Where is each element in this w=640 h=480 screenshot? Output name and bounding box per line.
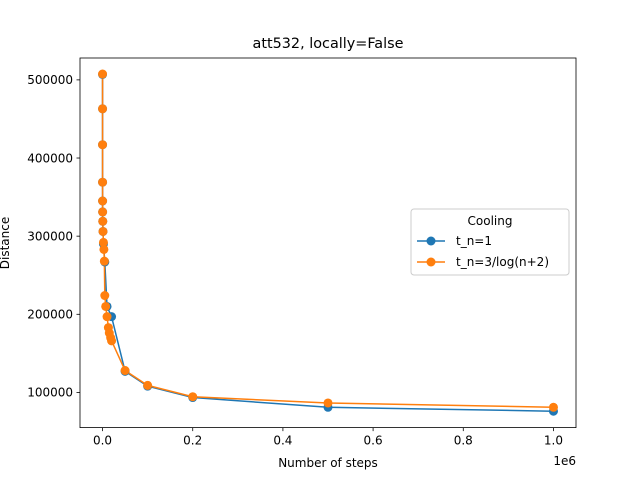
legend-marker-series-1 — [426, 236, 436, 246]
y-tick-label: 100000 — [27, 386, 73, 400]
legend-label-series-2: t_n=3/log(n+2) — [456, 255, 549, 269]
y-axis-label: Distance — [0, 217, 12, 269]
data-point-series-2 — [120, 366, 130, 376]
x-tick-label: 0.4 — [273, 434, 292, 448]
legend: Cooling t_n=1 t_n=3/log(n+2) — [410, 208, 570, 276]
y-tick-label: 400000 — [27, 151, 73, 165]
y-tick-label: 300000 — [27, 229, 73, 243]
axes-frame — [79, 57, 577, 429]
chart-title: att532, locally=False — [253, 36, 404, 52]
data-point-series-2 — [98, 69, 108, 79]
data-point-series-2 — [98, 104, 108, 114]
data-point-series-2 — [100, 291, 110, 301]
data-point-series-2 — [98, 226, 108, 236]
data-point-series-2 — [323, 398, 333, 408]
data-point-series-2 — [98, 140, 108, 150]
x-axis-label: Number of steps — [278, 456, 378, 470]
x-tick-label: 1.0 — [544, 434, 563, 448]
x-tick-label: 0.8 — [454, 434, 473, 448]
data-point-series-2 — [98, 196, 108, 206]
x-tick-label: 0.0 — [93, 434, 112, 448]
data-point-series-2 — [188, 392, 198, 402]
data-point-series-2 — [99, 244, 109, 254]
x-tick-label: 0.2 — [183, 434, 202, 448]
x-offset-label: 1e6 — [553, 454, 576, 468]
legend-label-series-1: t_n=1 — [456, 234, 492, 248]
y-tick-label: 500000 — [27, 73, 73, 87]
data-point-series-2 — [98, 216, 108, 226]
legend-title: Cooling — [468, 214, 513, 228]
data-point-series-2 — [102, 312, 112, 322]
data-point-series-2 — [101, 301, 111, 311]
legend-entry: t_n=1 — [417, 234, 492, 248]
y-tick-label: 200000 — [27, 308, 73, 322]
data-point-series-2 — [98, 177, 108, 187]
series-points — [98, 69, 558, 416]
y-axis: 100000 200000 300000 400000 500000 — [27, 73, 80, 400]
data-point-series-2 — [99, 256, 109, 266]
legend-marker-series-2 — [426, 257, 436, 267]
data-point-series-2 — [98, 237, 108, 247]
data-point-series-2 — [98, 207, 108, 217]
x-tick-label: 0.6 — [364, 434, 383, 448]
data-point-series-2 — [143, 380, 153, 390]
legend-box — [410, 208, 570, 276]
data-point-series-2 — [548, 402, 558, 412]
legend-entry: t_n=3/log(n+2) — [417, 255, 549, 269]
data-point-series-2 — [107, 336, 117, 346]
x-axis: 0.0 0.2 0.4 0.6 0.8 1.0 — [93, 427, 563, 448]
